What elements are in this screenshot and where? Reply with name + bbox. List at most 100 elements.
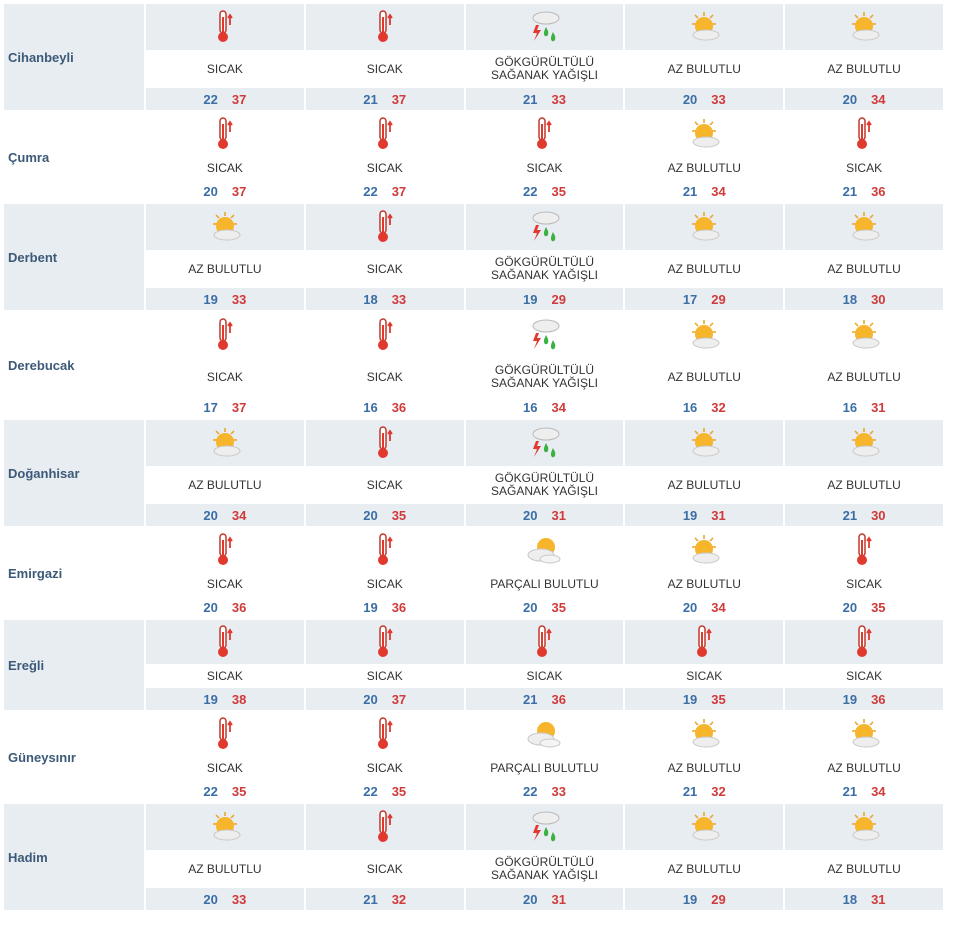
sun-cloud-icon — [625, 712, 784, 756]
weather-description: SICAK — [625, 664, 784, 688]
weather-description-text: SICAK — [206, 369, 243, 384]
temperature-range: 20 33 — [625, 88, 784, 110]
forecast-day: SICAK 22 37 — [144, 4, 304, 110]
temperature-range: 19 36 — [785, 688, 943, 710]
forecast-day: SICAK 16 36 — [303, 312, 464, 418]
weather-description: AZ BULUTLU — [146, 466, 304, 504]
weather-description: PARÇALI BULUTLU — [465, 756, 624, 780]
weather-description: GÖKGÜRÜLTÜLÜ SAĞANAK YAĞIŞLI — [465, 850, 624, 888]
weather-description: GÖKGÜRÜLTÜLÜ SAĞANAK YAĞIŞLI — [465, 250, 624, 288]
forecast-day: SICAK 20 35 — [783, 528, 943, 618]
weather-description: AZ BULUTLU — [785, 850, 943, 888]
thermometer-hot-icon — [305, 528, 464, 572]
max-temperature: 31 — [551, 891, 566, 907]
min-temperature: 20 — [203, 183, 218, 199]
max-temperature: 35 — [551, 183, 566, 199]
weather-description: SICAK — [146, 358, 304, 396]
weather-description-text: SICAK — [206, 760, 243, 775]
thermometer-hot-icon — [625, 620, 784, 664]
forecast-day: AZ BULUTLU 17 29 — [623, 204, 784, 310]
max-temperature: 34 — [551, 399, 566, 415]
city-row: Güneysınır SICAK 22 35 SICAK 22 35 PARÇALI BULU… — [4, 712, 943, 804]
thermometer-hot-icon — [305, 804, 464, 850]
max-temperature: 36 — [391, 399, 407, 415]
forecast-days: SICAK 19 38 SICAK 20 37 SICAK 21 36 SICAK 19 35 SICA… — [144, 620, 943, 710]
max-temperature: 36 — [231, 599, 247, 615]
max-temperature: 34 — [231, 507, 247, 523]
weather-description-text: SICAK — [366, 261, 403, 276]
thermometer-hot-icon — [146, 620, 304, 664]
temperature-range: 21 30 — [785, 504, 943, 526]
weather-description: SICAK — [305, 358, 464, 396]
thermometer-hot-icon — [465, 112, 624, 156]
city-row: Derebucak SICAK 17 37 SICAK 16 36 GÖKGÜRÜLTÜLÜ … — [4, 312, 943, 420]
thermometer-hot-icon — [305, 420, 464, 466]
weather-description: AZ BULUTLU — [625, 572, 784, 596]
thermometer-hot-icon — [146, 712, 304, 756]
weather-description-text: AZ BULUTLU — [827, 61, 901, 76]
max-temperature: 35 — [391, 507, 407, 523]
forecast-day: AZ BULUTLU 20 33 — [144, 804, 304, 910]
thermometer-hot-icon — [146, 528, 304, 572]
forecast-day: GÖKGÜRÜLTÜLÜ SAĞANAK YAĞIŞLI 16 34 — [463, 312, 624, 418]
weather-description: AZ BULUTLU — [625, 50, 784, 88]
forecast-day: AZ BULUTLU 16 31 — [783, 312, 943, 418]
min-temperature: 16 — [363, 399, 378, 415]
weather-description-text: SICAK — [846, 160, 883, 175]
weather-description-text: GÖKGÜRÜLTÜLÜ SAĞANAK YAĞIŞLI — [491, 855, 598, 882]
max-temperature: 35 — [871, 599, 886, 615]
temperature-range: 16 34 — [465, 396, 624, 418]
city-name: Cihanbeyli — [4, 4, 144, 110]
weather-description-text: SICAK — [846, 668, 883, 683]
max-temperature: 33 — [551, 91, 566, 107]
weather-description: SICAK — [146, 50, 304, 88]
temperature-range: 22 35 — [465, 180, 624, 202]
max-temperature: 31 — [711, 507, 726, 523]
thunder-shower-icon — [465, 204, 624, 250]
min-temperature: 21 — [523, 691, 538, 707]
min-temperature: 18 — [842, 891, 858, 907]
forecast-day: AZ BULUTLU 19 33 — [144, 204, 304, 310]
forecast-day: SICAK 20 36 — [144, 528, 304, 618]
weather-description: SICAK — [146, 756, 304, 780]
temperature-range: 19 29 — [465, 288, 624, 310]
weather-description: PARÇALI BULUTLU — [465, 572, 624, 596]
forecast-day: AZ BULUTLU 21 34 — [783, 712, 943, 802]
city-name: Doğanhisar — [4, 420, 144, 526]
temperature-range: 19 35 — [625, 688, 784, 710]
weather-description-text: GÖKGÜRÜLTÜLÜ SAĞANAK YAĞIŞLI — [491, 363, 598, 390]
max-temperature: 36 — [871, 183, 886, 199]
temperature-range: 16 31 — [785, 396, 943, 418]
temperature-range: 16 32 — [625, 396, 784, 418]
city-row: Emirgazi SICAK 20 36 SICAK 19 36 PARÇALI BULUTL… — [4, 528, 943, 620]
min-temperature: 20 — [363, 507, 378, 523]
max-temperature: 31 — [871, 399, 886, 415]
weather-description: AZ BULUTLU — [146, 250, 304, 288]
thermometer-hot-icon — [465, 620, 624, 664]
min-temperature: 20 — [682, 91, 698, 107]
weather-description: AZ BULUTLU — [625, 756, 784, 780]
sun-cloud-icon — [625, 312, 784, 358]
temperature-range: 20 37 — [146, 180, 304, 202]
sun-cloud-icon — [785, 804, 943, 850]
max-temperature: 32 — [711, 399, 726, 415]
temperature-range: 19 29 — [625, 888, 784, 910]
forecast-day: SICAK 19 36 — [783, 620, 943, 710]
forecast-days: AZ BULUTLU 20 34 SICAK 20 35 GÖKGÜRÜLTÜLÜ SAĞA… — [144, 420, 943, 526]
max-temperature: 29 — [711, 291, 726, 307]
forecast-day: AZ BULUTLU 21 30 — [783, 420, 943, 526]
min-temperature: 20 — [203, 507, 218, 523]
weather-description-text: SICAK — [366, 61, 403, 76]
temperature-range: 21 34 — [625, 180, 784, 202]
max-temperature: 32 — [711, 783, 726, 799]
city-row: Çumra SICAK 20 37 SICAK 22 37 SICAK 22 35 AZ BULUT… — [4, 112, 943, 204]
sun-cloud-icon — [146, 804, 304, 850]
min-temperature: 22 — [363, 183, 378, 199]
temperature-range: 19 36 — [305, 596, 464, 618]
sun-cloud-icon — [625, 804, 784, 850]
max-temperature: 29 — [711, 891, 726, 907]
temperature-range: 20 37 — [305, 688, 464, 710]
thunder-shower-icon — [465, 420, 624, 466]
weather-description-text: AZ BULUTLU — [827, 861, 901, 876]
weather-description-text: SICAK — [366, 861, 403, 876]
